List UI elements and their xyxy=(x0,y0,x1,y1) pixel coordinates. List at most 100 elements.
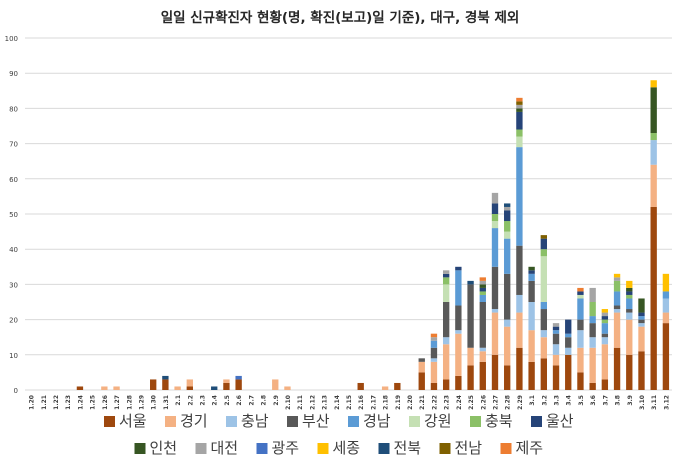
bar-2.27-경기 xyxy=(491,312,499,355)
bar-2.2-경기 xyxy=(186,379,193,387)
bar-2.29-대전 xyxy=(516,104,523,109)
bar-3.6-서울 xyxy=(589,382,596,390)
bar-2.19-서울 xyxy=(394,382,401,390)
bar-2.1-경기 xyxy=(174,386,181,390)
chart-title: 일일 신규확진자 현황(명, 확진(보고)일 기준), 대구, 경북 제외 xyxy=(161,9,520,26)
y-tick-label-40: 40 xyxy=(9,246,18,254)
bar-3.11-충남 xyxy=(650,140,657,165)
bar-3.9-인천 xyxy=(626,287,633,292)
bar-3.8-경남 xyxy=(613,291,621,306)
bar-1.26-경기 xyxy=(101,386,108,390)
bar-3.1-서울 xyxy=(528,361,535,390)
legend-item-서울: 서울 xyxy=(104,412,147,430)
legend-item-광주: 광주 xyxy=(256,439,299,457)
bar-3.10-부산 xyxy=(638,319,645,324)
x-tick-label-3.1: 3.1 xyxy=(529,395,536,406)
x-tick-label-3.7: 3.7 xyxy=(602,395,609,406)
x-tick-label-1.27: 1.27 xyxy=(114,395,121,410)
bar-2.28-전북 xyxy=(504,203,511,207)
legend-item-경기: 경기 xyxy=(165,412,208,430)
bar-2.22-제주 xyxy=(430,333,438,338)
bar-2.26-인천 xyxy=(479,284,486,288)
x-tick-label-2.24: 2.24 xyxy=(456,395,463,410)
bar-2.24-서울 xyxy=(455,375,462,390)
x-tick-label-1.20: 1.20 xyxy=(29,395,36,410)
bar-3.8-충남 xyxy=(613,309,621,313)
bar-2.22-경남 xyxy=(430,340,438,348)
x-tick-label-2.10: 2.10 xyxy=(285,395,292,410)
legend-item-충남: 충남 xyxy=(226,412,269,430)
legend-label-경기: 경기 xyxy=(180,412,208,430)
bar-2.29-인천 xyxy=(516,108,523,112)
legend-item-경남: 경남 xyxy=(348,412,391,430)
bar-3.3-부산 xyxy=(552,333,560,345)
bar-3.11-인천 xyxy=(650,87,657,134)
bar-2.29-전남 xyxy=(516,101,523,105)
bar-2.26-경남 xyxy=(479,294,486,302)
bar-3.2-경남 xyxy=(540,302,547,310)
bar-2.28-울산 xyxy=(504,210,511,222)
x-tick-label-3.10: 3.10 xyxy=(639,395,646,410)
x-tick-label-1.25: 1.25 xyxy=(90,395,97,410)
legend-swatch-제주 xyxy=(500,443,512,454)
bar-2.27-강원 xyxy=(491,221,499,229)
bar-2.28-대전 xyxy=(504,206,511,211)
legend-label-전남: 전남 xyxy=(455,439,483,457)
bar-2.25-서울 xyxy=(467,365,474,390)
bar-2.26-부산 xyxy=(479,302,486,348)
bar-3.3-경기 xyxy=(552,354,560,366)
bar-3.5-경남 xyxy=(577,298,584,320)
bar-3.9-서울 xyxy=(626,354,633,390)
bar-3.12-경남 xyxy=(662,291,670,299)
y-tick-label-50: 50 xyxy=(9,211,18,219)
bar-3.4-충남 xyxy=(565,347,572,355)
legend-item-부산: 부산 xyxy=(287,412,330,430)
bar-2.27-서울 xyxy=(491,354,499,390)
bar-2.10-경기 xyxy=(284,386,291,390)
bar-2.22-서울 xyxy=(430,382,438,390)
bar-2.27-대전 xyxy=(491,192,499,204)
legend-swatch-서울 xyxy=(104,416,115,427)
x-tick-label-2.5: 2.5 xyxy=(224,395,231,406)
bar-3.2-충남 xyxy=(540,330,547,338)
x-tick-label-2.27: 2.27 xyxy=(492,395,499,410)
bar-2.6-광주 xyxy=(235,375,242,380)
bar-2.23-부산 xyxy=(442,302,450,338)
y-tick-label-100: 100 xyxy=(5,35,18,43)
bar-2.27-울산 xyxy=(491,203,499,214)
x-tick-label-2.22: 2.22 xyxy=(431,395,438,410)
bar-3.9-경기 xyxy=(626,319,633,355)
bar-3.4-부산 xyxy=(565,337,572,348)
x-tick-label-3.4: 3.4 xyxy=(566,395,573,406)
bar-3.7-경남 xyxy=(601,323,609,334)
bar-2.29-경남 xyxy=(516,147,523,246)
bar-2.5-서울 xyxy=(223,382,230,390)
legend-item-제주: 제주 xyxy=(500,439,543,457)
bar-3.12-세종 xyxy=(662,273,670,292)
bar-3.8-경기 xyxy=(613,312,621,348)
bar-3.10-경남 xyxy=(638,316,645,320)
bar-1.30-서울 xyxy=(150,379,157,390)
bar-2.28-부산 xyxy=(504,273,511,320)
bar-3.2-전남 xyxy=(540,235,547,239)
bar-3.12-경기 xyxy=(662,312,670,324)
bar-2.28-강원 xyxy=(504,231,511,239)
x-tick-label-1.22: 1.22 xyxy=(53,395,60,410)
bar-3.9-울산 xyxy=(626,291,633,295)
bar-2.27-충북 xyxy=(491,214,499,222)
legend-label-경남: 경남 xyxy=(363,412,391,430)
x-tick-label-2.4: 2.4 xyxy=(212,395,219,406)
bar-3.9-부산 xyxy=(626,309,633,313)
legend-swatch-부산 xyxy=(287,416,298,427)
bar-2.21-서울 xyxy=(418,372,425,390)
bar-1.27-경기 xyxy=(113,386,120,390)
bar-3.12-서울 xyxy=(662,323,670,390)
y-tick-label-70: 70 xyxy=(9,141,18,149)
bar-2.29-서울 xyxy=(516,347,523,390)
bar-1.31-서울 xyxy=(162,379,169,390)
bar-2.16-서울 xyxy=(357,382,364,390)
bar-2.28-충남 xyxy=(504,319,511,327)
